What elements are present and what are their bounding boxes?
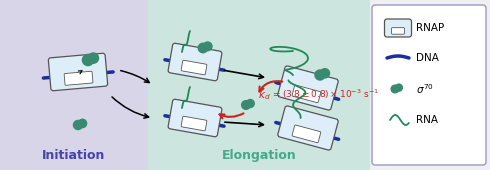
- FancyBboxPatch shape: [168, 43, 222, 81]
- Ellipse shape: [82, 54, 94, 66]
- Text: RNA: RNA: [416, 115, 438, 125]
- FancyBboxPatch shape: [385, 19, 412, 37]
- Ellipse shape: [394, 83, 403, 92]
- FancyBboxPatch shape: [64, 71, 93, 85]
- FancyBboxPatch shape: [292, 125, 321, 143]
- Ellipse shape: [241, 100, 251, 110]
- FancyBboxPatch shape: [49, 53, 108, 91]
- Text: $= (3.8 \pm 0.8) \times 10^{-3}\ \mathrm{s}^{-1}$: $= (3.8 \pm 0.8) \times 10^{-3}\ \mathrm…: [271, 88, 379, 101]
- Text: Initiation: Initiation: [42, 149, 106, 162]
- Ellipse shape: [88, 52, 99, 64]
- Bar: [148, 0, 370, 170]
- FancyBboxPatch shape: [372, 5, 486, 165]
- FancyBboxPatch shape: [392, 28, 405, 34]
- FancyBboxPatch shape: [168, 99, 222, 137]
- Text: Elongation: Elongation: [221, 149, 296, 162]
- FancyBboxPatch shape: [278, 106, 338, 150]
- Ellipse shape: [197, 42, 208, 53]
- Text: $\sigma^{70}$: $\sigma^{70}$: [416, 82, 434, 96]
- Ellipse shape: [77, 118, 87, 128]
- Ellipse shape: [202, 41, 213, 52]
- Ellipse shape: [391, 84, 399, 94]
- Ellipse shape: [314, 69, 326, 81]
- Ellipse shape: [73, 120, 83, 130]
- FancyBboxPatch shape: [181, 60, 207, 75]
- Ellipse shape: [319, 68, 330, 79]
- FancyBboxPatch shape: [181, 116, 207, 131]
- Text: DNA: DNA: [416, 53, 439, 63]
- FancyBboxPatch shape: [292, 85, 321, 103]
- FancyBboxPatch shape: [278, 66, 338, 110]
- Ellipse shape: [245, 99, 255, 108]
- Bar: [0, 0, 148, 170]
- Text: RNAP: RNAP: [416, 23, 444, 33]
- Text: $k_d$: $k_d$: [258, 88, 270, 102]
